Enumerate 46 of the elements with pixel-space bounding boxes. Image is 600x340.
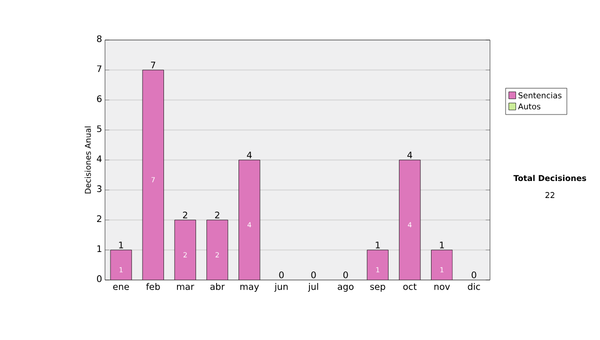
bar [431,250,453,280]
x-tick-label: ago [338,284,354,292]
x-tick-label: feb [146,283,160,290]
y-tick-label: 0 [97,275,102,282]
text: 22 [545,192,554,198]
total-label: 1 [440,242,444,248]
x-tick-label: mar [177,284,194,290]
y-tick-label: 2 [97,215,102,222]
total-label: 1 [119,242,124,248]
bar [174,220,196,280]
bar [206,220,228,280]
y-tick-label: 8 [97,35,102,42]
total-label: 4 [246,152,252,158]
x-tick-label: jun [274,283,288,292]
bar [366,250,388,280]
bar [110,250,132,280]
y-axis-title: Decisiones Anual [84,126,91,194]
x-tick-label: may [240,284,259,292]
legend-label: Sentencias [518,92,562,98]
x-tick-label: dic [468,283,480,290]
y-tick-label: 5 [97,125,102,132]
total-label: 7 [151,62,156,68]
total-label: 4 [407,152,412,158]
y-tick-label: 1 [97,245,102,252]
y-tick-label: 3 [97,185,102,192]
x-tick-label: jul [308,283,318,292]
y-tick-label: 6 [97,95,102,102]
x-tick-label: abr [210,283,225,290]
x-tick-label: sep [370,284,386,292]
legend-label: Autos [518,103,540,110]
x-tick-label: nov [434,284,450,290]
bar [238,160,260,280]
total-label: 0 [343,271,348,278]
total-label: 2 [183,212,188,218]
text: Total Decisiones [513,174,586,182]
bar [399,160,421,280]
bar [142,70,164,280]
y-tick-label: 7 [97,65,102,72]
x-tick-label: ene [113,284,129,290]
total-label: 1 [376,242,380,248]
x-tick-label: oct [403,284,417,290]
total-label: 2 [215,212,220,218]
total-label: 0 [472,271,476,278]
y-tick-label: 4 [96,155,102,162]
total-label: 0 [279,271,284,278]
total-label: 0 [311,271,316,278]
